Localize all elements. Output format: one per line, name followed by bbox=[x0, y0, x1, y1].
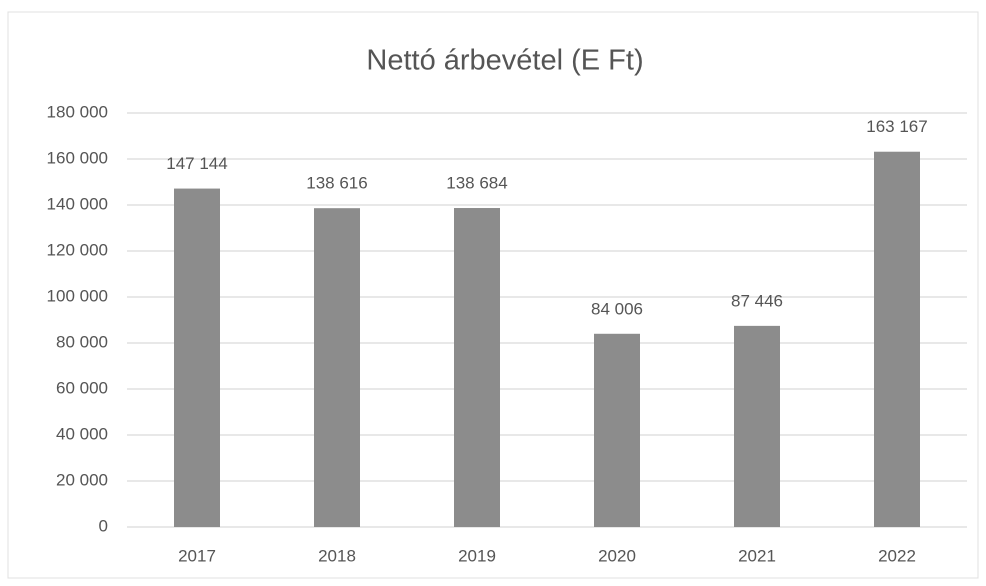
data-label: 87 446 bbox=[731, 291, 783, 310]
y-tick-label: 140 000 bbox=[47, 194, 108, 213]
x-tick-label: 2022 bbox=[878, 546, 916, 565]
y-tick-label: 0 bbox=[99, 516, 108, 535]
bar bbox=[314, 208, 360, 527]
data-label: 147 144 bbox=[166, 154, 227, 173]
chart-title: Nettó árbevétel (E Ft) bbox=[366, 45, 643, 77]
y-tick-label: 60 000 bbox=[56, 378, 108, 397]
y-tick-label: 180 000 bbox=[47, 102, 108, 121]
bar bbox=[594, 333, 640, 527]
data-label: 163 167 bbox=[866, 117, 927, 136]
data-label: 138 616 bbox=[306, 174, 367, 193]
y-tick-label: 120 000 bbox=[47, 240, 108, 259]
x-tick-label: 2020 bbox=[598, 546, 636, 565]
y-tick-label: 40 000 bbox=[56, 424, 108, 443]
bar bbox=[454, 208, 500, 527]
x-tick-label: 2021 bbox=[738, 546, 776, 565]
data-label: 138 684 bbox=[446, 174, 507, 193]
x-tick-label: 2017 bbox=[178, 546, 216, 565]
y-tick-label: 100 000 bbox=[47, 286, 108, 305]
y-tick-label: 20 000 bbox=[56, 470, 108, 489]
y-tick-label: 160 000 bbox=[47, 148, 108, 167]
x-tick-label: 2019 bbox=[458, 546, 496, 565]
bar bbox=[874, 151, 920, 528]
x-tick-label: 2018 bbox=[318, 546, 356, 565]
y-tick-label: 80 000 bbox=[56, 332, 108, 351]
bar bbox=[734, 325, 780, 527]
bar bbox=[174, 188, 220, 528]
data-label: 84 006 bbox=[591, 299, 643, 318]
